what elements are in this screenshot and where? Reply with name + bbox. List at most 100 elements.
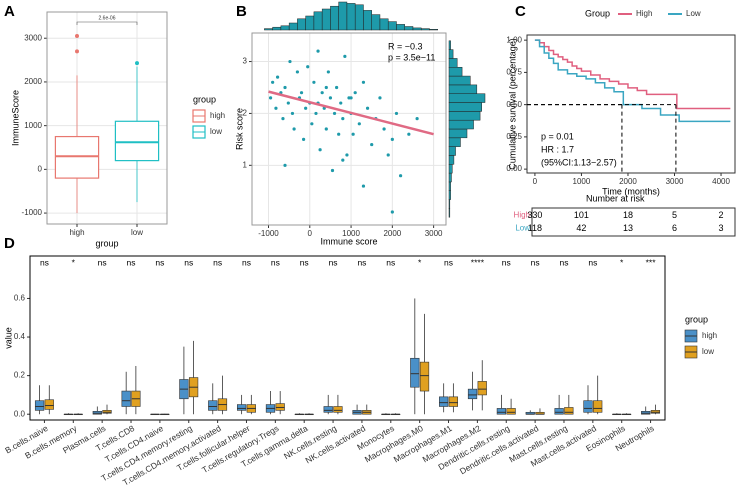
point [382, 127, 386, 131]
histogram-bar [448, 49, 454, 59]
box [467, 388, 478, 400]
point [310, 122, 314, 126]
point [320, 91, 324, 95]
point [351, 132, 355, 136]
x-tick-label: low [131, 228, 143, 237]
p-value-label: 2.6e-06 [99, 15, 116, 21]
box [121, 390, 131, 407]
point [353, 91, 357, 95]
risk-table-value: 5 [672, 210, 677, 220]
histogram-bar [272, 26, 282, 31]
risk-table-value: 6 [672, 223, 677, 233]
point [318, 148, 322, 152]
box [44, 399, 54, 410]
histogram-bar [363, 10, 372, 31]
legend-label: low [702, 347, 714, 356]
y-axis-label: Risk score [234, 108, 244, 150]
y-tick-label: 0.00 [506, 164, 522, 173]
histogram-bar [448, 190, 451, 200]
histogram-bar [448, 102, 482, 112]
point [390, 137, 394, 141]
x-tick-label: -1000 [258, 229, 279, 238]
box [496, 408, 507, 415]
risk-table-frame [531, 207, 736, 237]
point [328, 96, 333, 100]
point [361, 184, 366, 188]
x-tick-label: 1000 [342, 229, 360, 238]
significance-label: ns [531, 257, 540, 267]
significance-label: ns [588, 257, 597, 267]
risk-table-value: 2 [719, 210, 724, 220]
point [271, 80, 275, 84]
panel-letter: A [4, 3, 15, 20]
point [326, 70, 330, 74]
box [593, 400, 603, 413]
y-tick-label: 0.6 [14, 294, 26, 303]
significance-label: ns [444, 257, 453, 267]
legend-label: high [210, 111, 225, 120]
comparison-bracket [76, 21, 138, 25]
point [357, 122, 361, 126]
risk-table-value: 3 [719, 223, 724, 233]
point [301, 137, 306, 141]
histogram-bar [448, 75, 471, 86]
y-tick-label: 1.00 [506, 35, 522, 44]
box [54, 135, 100, 179]
point [330, 168, 335, 173]
point [332, 111, 337, 116]
point [306, 65, 310, 69]
survival-curve [534, 39, 731, 110]
plot-panel [29, 255, 666, 421]
outlier [135, 61, 139, 66]
point [343, 54, 347, 58]
box [439, 396, 449, 407]
box [419, 361, 430, 392]
significance-label: ns [213, 257, 222, 267]
legend-label: High [636, 9, 652, 18]
significance-label: ns [386, 257, 395, 267]
y-tick-label: 1 [243, 160, 248, 169]
x-tick-label: 2000 [619, 177, 637, 186]
x-tick-label: 4000 [712, 177, 730, 186]
significance-label: ns [300, 257, 309, 267]
y-tick-label: 2000 [24, 77, 42, 86]
box [477, 381, 487, 396]
histogram-bar [448, 181, 451, 192]
box [333, 406, 343, 413]
x-tick-label: 0 [533, 177, 538, 186]
x-axis-label: Immune score [320, 236, 377, 246]
histogram-bar [448, 40, 451, 50]
y-tick-label: 0.4 [14, 332, 26, 341]
histogram-bar [354, 4, 364, 31]
significance-label: ns [40, 257, 49, 267]
point [275, 75, 280, 79]
box [583, 400, 593, 413]
histogram-bar [448, 66, 463, 77]
y-tick-label: 0 [38, 164, 43, 173]
panel-letter: B [236, 3, 247, 20]
point [407, 132, 411, 136]
point [386, 153, 390, 157]
histogram-bar [313, 11, 323, 31]
point [349, 96, 353, 100]
point [337, 132, 341, 136]
significance-label: **** [471, 257, 485, 267]
x-tick-label: 1000 [573, 177, 591, 186]
y-axis-label: Cumulative survival (percentage) [507, 38, 517, 170]
y-axis-label: ImmuneScore [10, 90, 20, 146]
x-tick-label: 2000 [383, 229, 401, 238]
point [341, 117, 345, 121]
histogram-bar [429, 29, 438, 31]
significance-label: ns [271, 257, 280, 267]
plot-panel [46, 11, 168, 225]
point [292, 127, 296, 131]
histogram-bar [338, 1, 348, 31]
point [370, 142, 374, 147]
significance-label: ns [155, 257, 164, 267]
histogram-bar [420, 28, 430, 31]
stat-label: (95%CI:1.13−2.57) [541, 157, 617, 167]
point [361, 80, 366, 84]
y-tick-label: 0.2 [14, 371, 26, 380]
histogram-bar [264, 28, 273, 31]
point [365, 106, 370, 110]
